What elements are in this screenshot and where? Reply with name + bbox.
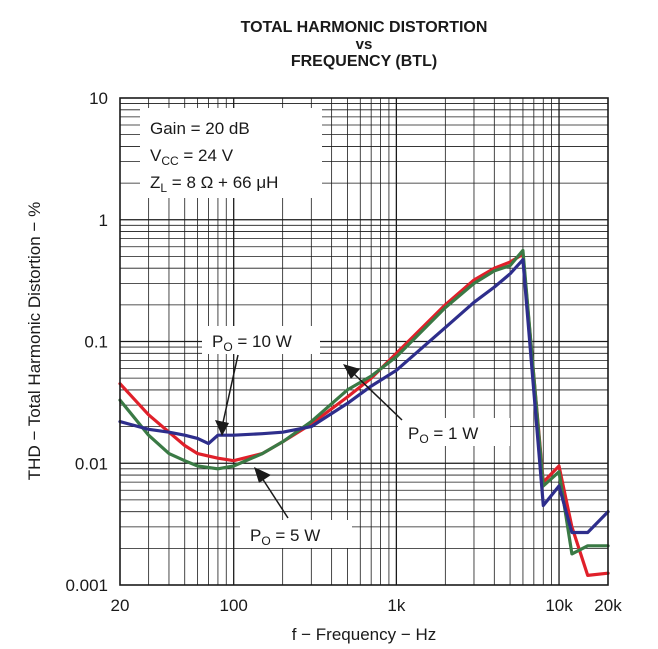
arrowhead-1w (343, 364, 360, 379)
chart-title-line-2: vs (355, 36, 373, 53)
label-box-10w (202, 326, 320, 354)
series-line-2 (118, 258, 610, 535)
arrow-1w (351, 371, 403, 421)
arrowhead-5w (254, 467, 271, 483)
zl-condition: ZL = 8 Ω + 66 μH (150, 173, 278, 195)
vcc-condition: VCC = 24 V (150, 146, 234, 168)
label-1w: PO = 1 W (408, 424, 478, 446)
y-tick-label: 1 (99, 211, 108, 230)
y-tick-label: 10 (89, 89, 108, 108)
plot-frame (119, 97, 609, 586)
y-tick-label: 0.001 (65, 576, 108, 595)
label-5w: PO = 5 W (250, 526, 320, 548)
gain-condition: Gain = 20 dB (150, 119, 250, 138)
label-10w: PO = 10 W (212, 332, 292, 354)
x-tick-labels: 20 100 1k 10k 20k (111, 596, 623, 615)
arrow-5w (261, 477, 289, 519)
y-tick-label: 0.01 (75, 454, 108, 473)
conditions-box (140, 108, 322, 198)
label-box-1w (398, 418, 510, 446)
x-tick-label: 10k (545, 596, 573, 615)
y-axis-label: THD − Total Harmonic Distortion − % (25, 202, 44, 480)
series-line-0 (118, 252, 610, 578)
y-tick-labels: 10 1 0.1 0.01 0.001 (65, 89, 108, 595)
x-tick-label: 1k (387, 596, 405, 615)
x-tick-label: 20k (594, 596, 622, 615)
y-tick-label: 0.1 (84, 333, 108, 352)
label-box-5w (240, 520, 352, 548)
series-line-1 (118, 248, 610, 556)
x-tick-label: 20 (111, 596, 130, 615)
x-tick-label: 100 (220, 596, 248, 615)
arrow-10w (221, 354, 239, 428)
arrowhead-10w (215, 420, 229, 436)
chart-title-line-3: FREQUENCY (BTL) (290, 53, 438, 70)
series-group (118, 248, 610, 578)
x-axis-label: f − Frequency − Hz (292, 625, 437, 644)
chart-title-line-1: TOTAL HARMONIC DISTORTION (240, 19, 488, 36)
